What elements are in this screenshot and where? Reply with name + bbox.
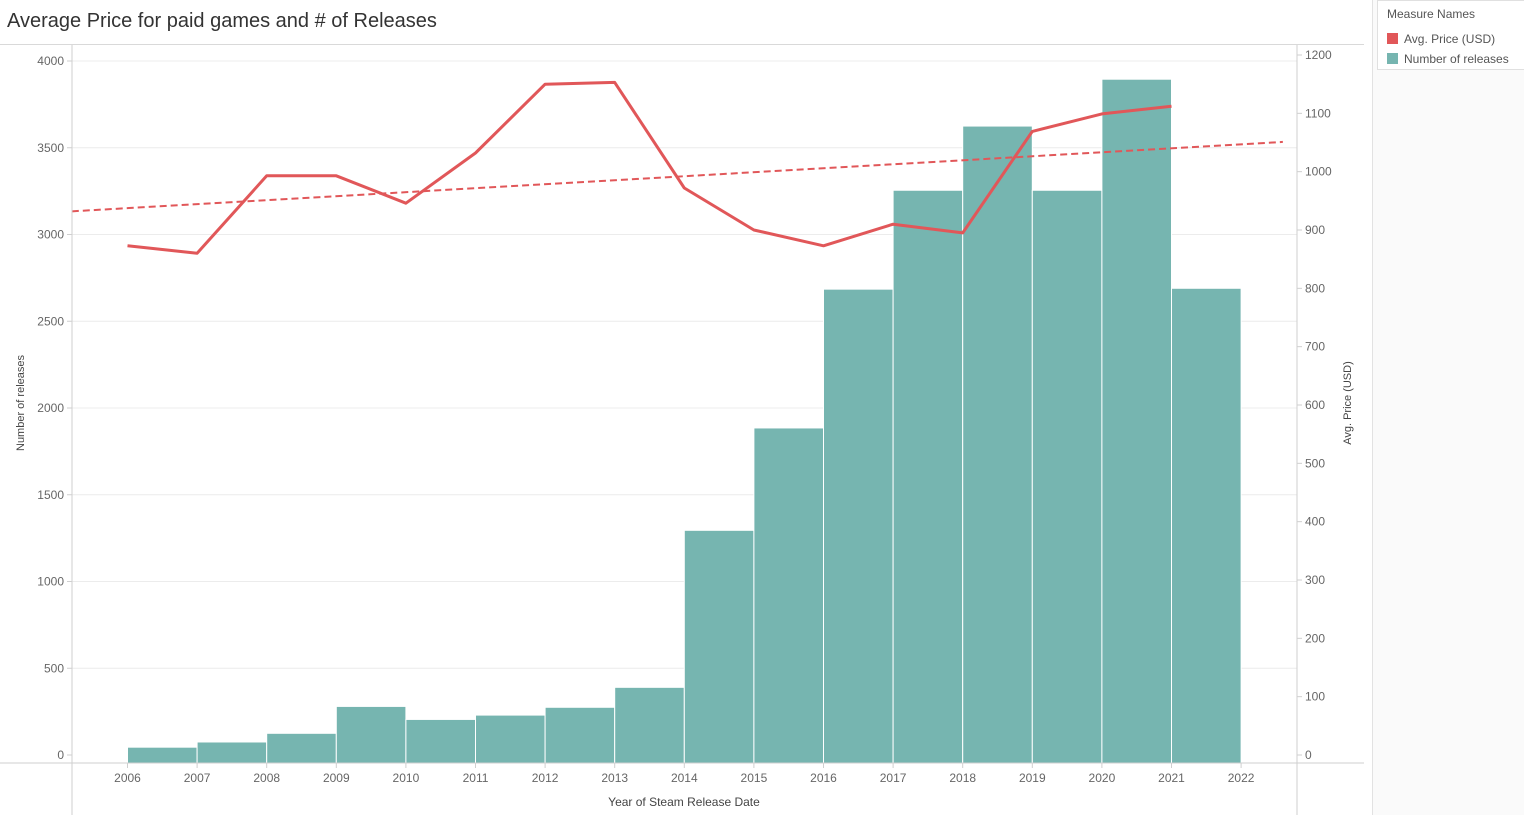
x-tick-label: 2006	[114, 771, 141, 785]
y2-tick-label: 700	[1305, 340, 1325, 354]
x-tick-label: 2022	[1228, 771, 1255, 785]
legend-swatch-teal	[1387, 53, 1398, 64]
y2-tick-label: 1100	[1305, 106, 1331, 120]
chart-title: Average Price for paid games and # of Re…	[7, 10, 437, 32]
x-tick-label: 2019	[1019, 771, 1046, 785]
bar-2008[interactable]	[266, 732, 337, 764]
y2-tick-label: 400	[1305, 515, 1325, 529]
bar-2009[interactable]	[335, 705, 407, 764]
bar-2017[interactable]	[892, 189, 964, 764]
left-axis-title: Number of releases	[15, 355, 27, 451]
bar-2006[interactable]	[127, 746, 198, 764]
x-tick-label: 2011	[463, 771, 489, 785]
bar-2021[interactable]	[1171, 287, 1242, 764]
gridlines	[72, 60, 1297, 669]
legend-label: Avg. Price (USD)	[1404, 32, 1496, 46]
left-axis-ticks: 0 500 1000 1500 2000 2500 3000 3500 4000	[37, 54, 72, 762]
legend-label: Number of releases	[1404, 52, 1509, 66]
legend-swatch-red	[1387, 33, 1398, 44]
avg-price-line[interactable]	[127, 80, 1172, 255]
y2-tick-label: 300	[1305, 573, 1325, 587]
legend-item-avg-price[interactable]: Avg. Price (USD)	[1387, 32, 1495, 46]
bar-2020[interactable]	[1101, 78, 1173, 764]
bar-2015[interactable]	[753, 427, 825, 764]
bar-2019[interactable]	[1031, 189, 1103, 764]
combo-chart: 0 500 1000 1500 2000 2500 3000 3500 4000 0 100 200…	[0, 45, 1364, 815]
y2-tick-label: 100	[1305, 690, 1325, 704]
bar-2014[interactable]	[683, 529, 755, 764]
legend-title: Measure Names	[1387, 7, 1476, 21]
x-tick-label: 2015	[741, 771, 768, 785]
bar-series	[127, 78, 1242, 764]
y-tick-label: 4000	[37, 54, 64, 68]
bar-2011[interactable]	[475, 714, 546, 764]
right-axis-title: Avg. Price (USD)	[1342, 361, 1354, 445]
bar-2012[interactable]	[544, 706, 616, 764]
x-tick-label: 2008	[253, 771, 280, 785]
y-tick-label: 2500	[37, 314, 64, 328]
legend: Measure Names Avg. Price (USD) Number of…	[1377, 0, 1524, 70]
line-series	[127, 80, 1172, 255]
y2-tick-label: 1200	[1305, 48, 1332, 62]
x-tick-label: 2020	[1089, 771, 1116, 785]
y2-tick-label: 800	[1305, 281, 1325, 295]
right-axis-ticks: 0 100 200 300 400 500 600 700 800 900 1000 1100 1200	[1297, 48, 1332, 762]
x-axis-ticks: 2006 2007 2008 2009 2010 2011 2012 2013 2014 2015…	[114, 763, 1255, 785]
bar-2013[interactable]	[614, 686, 685, 764]
y2-tick-label: 500	[1305, 456, 1325, 470]
x-tick-label: 2021	[1158, 771, 1185, 785]
legend-panel: Measure Names Avg. Price (USD) Number of…	[1372, 0, 1524, 815]
y-tick-label: 500	[44, 661, 64, 675]
y-tick-label: 3500	[37, 141, 64, 155]
x-tick-label: 2014	[671, 771, 698, 785]
x-tick-label: 2009	[323, 771, 350, 785]
legend-item-number-of-releases[interactable]: Number of releases	[1387, 52, 1509, 66]
x-tick-label: 2016	[810, 771, 837, 785]
x-tick-label: 2013	[601, 771, 628, 785]
bar-2018[interactable]	[962, 125, 1033, 764]
bar-2010[interactable]	[405, 718, 476, 764]
bar-2007[interactable]	[196, 741, 268, 764]
x-tick-label: 2018	[949, 771, 976, 785]
x-tick-label: 2012	[532, 771, 559, 785]
y-tick-label: 3000	[37, 228, 64, 242]
x-tick-label: 2010	[393, 771, 420, 785]
bar-2016[interactable]	[823, 288, 894, 764]
x-tick-label: 2017	[880, 771, 907, 785]
y-tick-label: 1500	[37, 488, 64, 502]
y-tick-label: 2000	[37, 401, 64, 415]
title-divider	[0, 44, 1364, 45]
y2-tick-label: 900	[1305, 223, 1325, 237]
axes	[0, 45, 1364, 815]
y-tick-label: 1000	[37, 575, 64, 589]
y2-tick-label: 600	[1305, 398, 1325, 412]
y-tick-label: 0	[57, 748, 64, 762]
y2-tick-label: 0	[1305, 748, 1312, 762]
y2-tick-label: 200	[1305, 631, 1325, 645]
y2-tick-label: 1000	[1305, 165, 1332, 179]
x-axis-title: Year of Steam Release Date	[608, 795, 760, 809]
x-tick-label: 2007	[184, 771, 211, 785]
